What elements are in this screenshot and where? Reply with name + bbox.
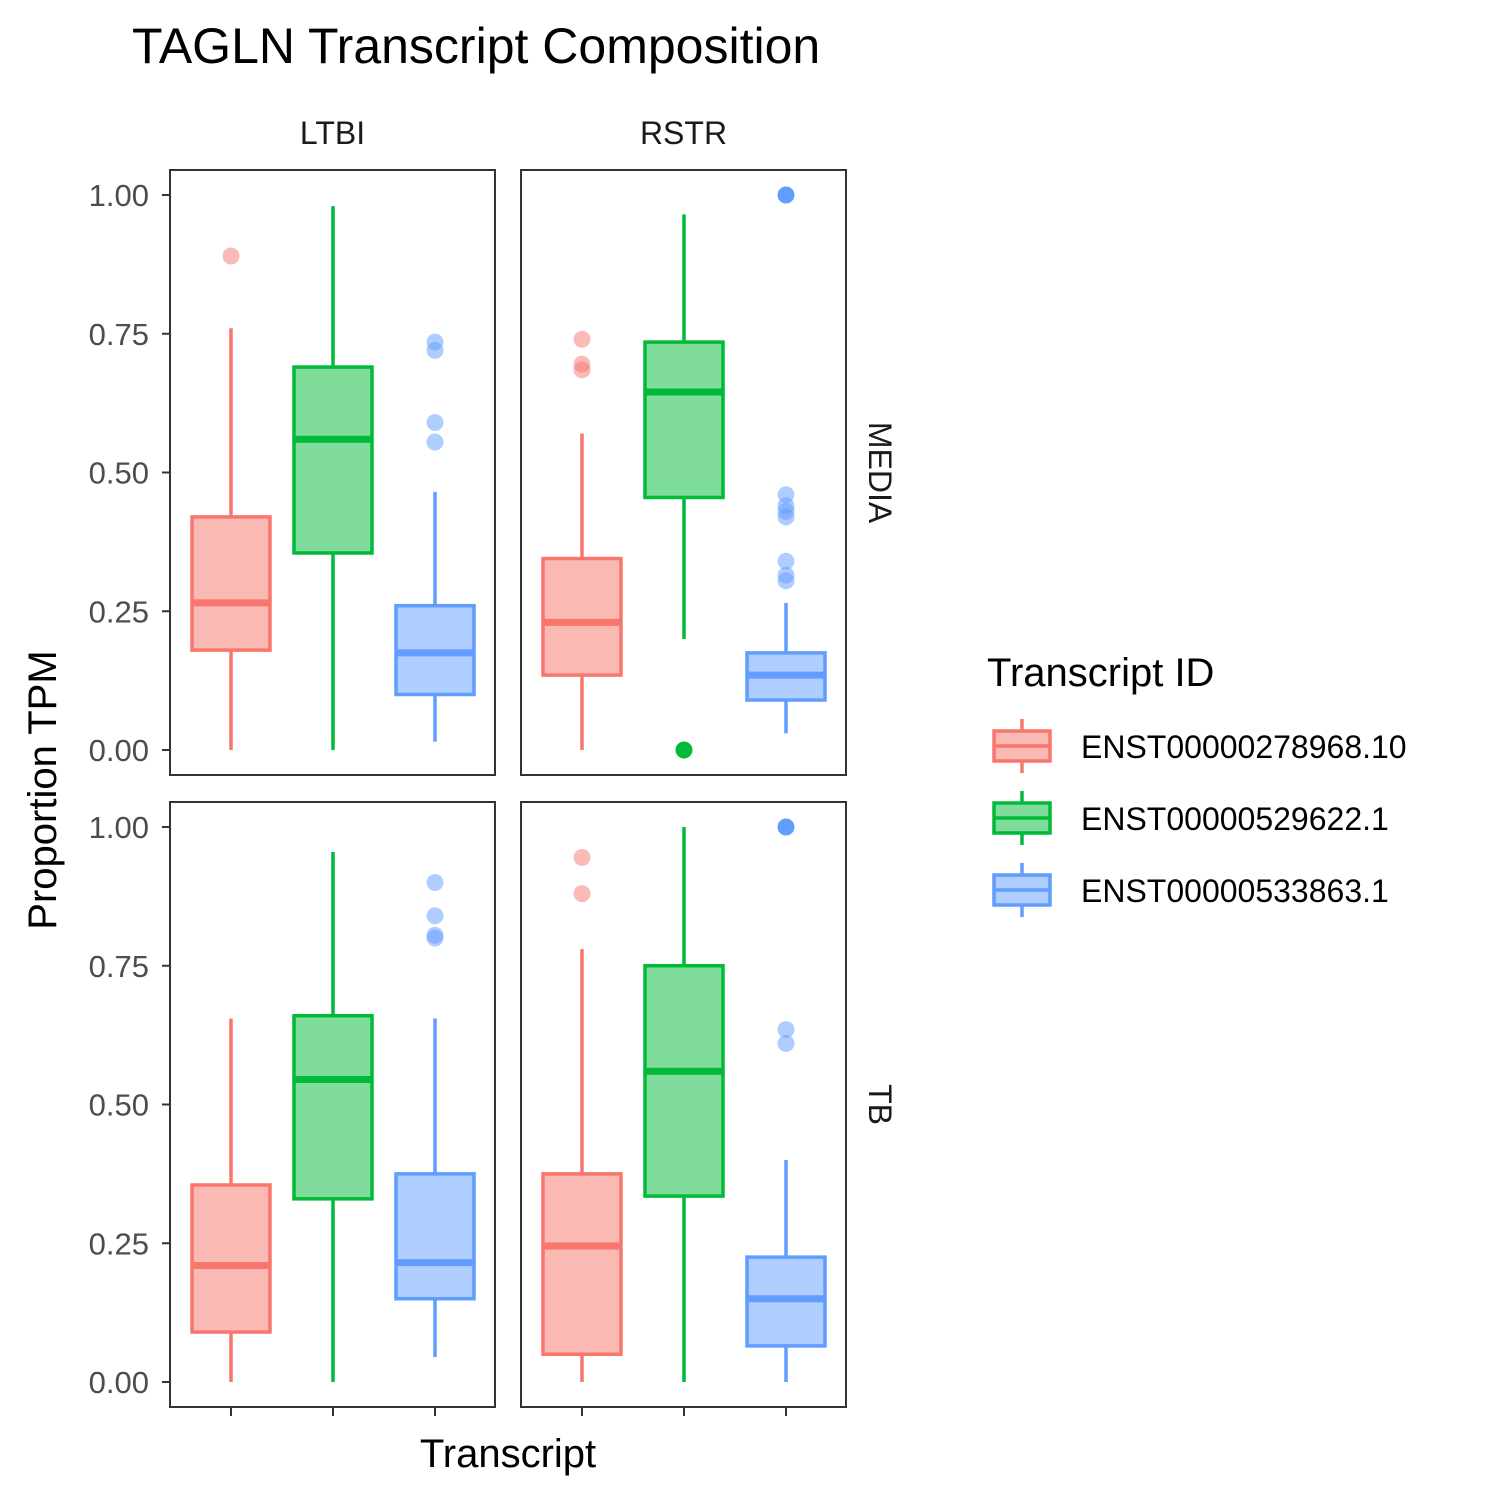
facet-panels: LTBI RSTR MEDIA TB 0.00 0.25 0.50 0.75 1.00 0.00 0… bbox=[89, 115, 898, 1416]
y-tick-label: 0.25 bbox=[89, 1226, 149, 1261]
y-tick-label: 0.00 bbox=[89, 1365, 149, 1400]
box-iqr bbox=[643, 964, 725, 1198]
boxplot-ENST00000278968.10 bbox=[190, 1018, 272, 1382]
box-iqr bbox=[541, 1172, 623, 1356]
boxplot-ENST00000278968.10 bbox=[541, 330, 623, 750]
y-tick-label: 0.00 bbox=[89, 733, 149, 768]
boxplot-ENST00000529622.1 bbox=[292, 851, 374, 1382]
boxplot-ENST00000533863.1 bbox=[745, 818, 827, 1382]
y-axis-title: Proportion TPM bbox=[21, 650, 65, 929]
outlier-point bbox=[777, 566, 795, 584]
outlier-point bbox=[573, 885, 591, 903]
outlier-point bbox=[777, 1021, 795, 1039]
legend-item-ENST00000278968.10: ENST00000278968.10 bbox=[992, 719, 1407, 773]
box-iqr bbox=[292, 365, 374, 555]
legend-item-ENST00000529622.1: ENST00000529622.1 bbox=[992, 791, 1389, 845]
y-tick-label: 0.25 bbox=[89, 594, 149, 629]
legend: Transcript ID ENST00000278968.10ENST0000… bbox=[987, 651, 1407, 917]
outlier-point bbox=[777, 486, 795, 504]
y-tick-label: 0.75 bbox=[89, 317, 149, 352]
outlier-point bbox=[426, 433, 444, 451]
panel-ltbi-tb bbox=[169, 801, 496, 1408]
outlier-point bbox=[777, 552, 795, 570]
panel-ltbi-media bbox=[169, 169, 496, 776]
outlier-point bbox=[675, 741, 693, 759]
boxplot-ENST00000278968.10 bbox=[190, 247, 272, 750]
outlier-point bbox=[777, 818, 795, 836]
outlier-point bbox=[426, 414, 444, 432]
panel-border bbox=[520, 169, 847, 776]
outlier-point bbox=[573, 849, 591, 867]
chart-title: TAGLN Transcript Composition bbox=[132, 18, 820, 74]
panel-rstr-media bbox=[520, 169, 847, 776]
y-tick-label: 0.50 bbox=[89, 1088, 149, 1123]
y-tick-label: 1.00 bbox=[89, 810, 149, 845]
box-iqr bbox=[292, 1013, 374, 1201]
legend-label: ENST00000533863.1 bbox=[1081, 873, 1389, 909]
boxplot-ENST00000533863.1 bbox=[394, 874, 476, 1358]
box-iqr bbox=[541, 556, 623, 677]
legend-item-ENST00000533863.1: ENST00000533863.1 bbox=[992, 863, 1389, 917]
legend-title: Transcript ID bbox=[987, 651, 1214, 695]
panel-border bbox=[169, 169, 496, 776]
outlier-point bbox=[777, 186, 795, 204]
outlier-point bbox=[426, 874, 444, 891]
outlier-point bbox=[573, 355, 591, 373]
box-iqr bbox=[643, 340, 725, 500]
outlier-point bbox=[777, 1034, 795, 1052]
strip-label-media: MEDIA bbox=[862, 422, 898, 524]
outlier-point bbox=[426, 907, 444, 925]
strip-label-rstr: RSTR bbox=[640, 115, 727, 151]
box-iqr bbox=[394, 1172, 476, 1301]
boxplot-ENST00000529622.1 bbox=[643, 827, 725, 1382]
strip-label-tb: TB bbox=[862, 1084, 898, 1125]
panel-border bbox=[169, 801, 496, 1408]
boxplot-ENST00000529622.1 bbox=[292, 206, 374, 750]
boxplot-ENST00000533863.1 bbox=[394, 333, 476, 742]
boxplot-ENST00000529622.1 bbox=[643, 214, 725, 759]
outlier-point bbox=[426, 333, 444, 351]
strip-label-ltbi: LTBI bbox=[300, 115, 365, 151]
panel-rstr-tb bbox=[520, 801, 847, 1408]
boxplot-ENST00000533863.1 bbox=[745, 186, 827, 734]
box-iqr bbox=[190, 1183, 272, 1334]
x-axis-title: Transcript bbox=[420, 1432, 596, 1476]
panel-border bbox=[520, 801, 847, 1408]
outlier-point bbox=[222, 247, 240, 265]
y-tick-label: 0.50 bbox=[89, 456, 149, 491]
legend-label: ENST00000278968.10 bbox=[1081, 729, 1407, 765]
legend-label: ENST00000529622.1 bbox=[1081, 801, 1389, 837]
outlier-point bbox=[426, 926, 444, 944]
y-tick-label: 1.00 bbox=[89, 178, 149, 213]
y-tick-label: 0.75 bbox=[89, 949, 149, 984]
boxplot-ENST00000278968.10 bbox=[541, 849, 623, 1382]
legend-keys: ENST00000278968.10 ENST00000529622.1 ENST0… bbox=[992, 719, 1407, 917]
outlier-point bbox=[573, 330, 591, 348]
box-iqr bbox=[190, 515, 272, 652]
